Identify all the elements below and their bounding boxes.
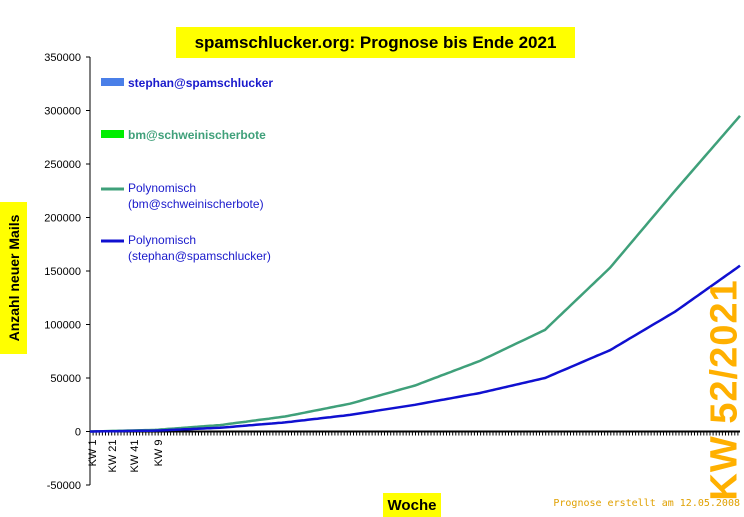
y-tick-label: 250000 (44, 159, 81, 171)
y-tick-label: 100000 (44, 320, 81, 332)
y-tick-label: 50000 (50, 373, 81, 385)
x-tick-marks (89, 431, 739, 436)
y-tick-label: 300000 (44, 106, 81, 118)
y-axis-label-background (0, 202, 27, 354)
y-tick-label: -50000 (47, 480, 81, 492)
legend-label: Polynomisch (128, 233, 196, 247)
x-tick-label: KW 9 (153, 440, 165, 467)
legend-swatch (101, 78, 124, 86)
series-line-stephan (90, 264, 741, 433)
legend-label: stephan@spamschlucker (128, 76, 273, 90)
x-tick-label: KW 21 (107, 440, 119, 473)
legend-swatch (101, 130, 124, 138)
y-tick-label: 0 (75, 427, 81, 439)
y-axis-label: Anzahl neuer Mails (6, 214, 22, 342)
forecast-end-label: KW 52/2021 (703, 279, 744, 501)
y-tick-label: 200000 (44, 213, 81, 225)
y-tick-label: 150000 (44, 266, 81, 278)
y-tick-label: 350000 (44, 52, 81, 64)
x-tick-label: KW 1 (87, 440, 99, 467)
chart-title: spamschlucker.org: Prognose bis Ende 202… (176, 27, 575, 58)
legend-label: (bm@schweinischerbote) (128, 197, 264, 211)
legend-label: bm@schweinischerbote (128, 128, 266, 142)
series-line-bm (89, 114, 741, 433)
x-tick-label: KW 41 (129, 440, 141, 473)
x-axis-label: Woche (383, 493, 441, 517)
legend-label: Polynomisch (128, 181, 196, 195)
legend-label: (stephan@spamschlucker) (128, 249, 271, 263)
forecast-date-note: Prognose erstellt am 12.05.2008 (553, 498, 740, 509)
